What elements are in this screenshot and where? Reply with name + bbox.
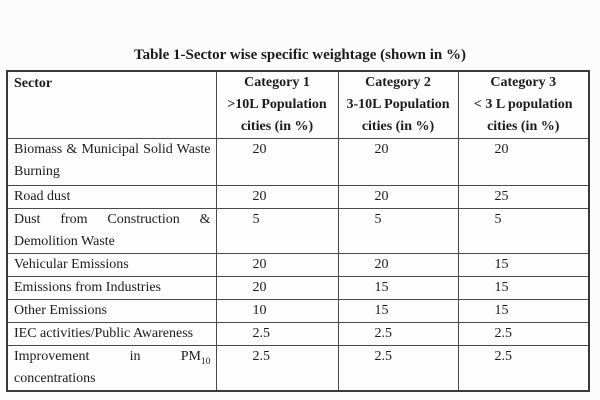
value-cat3: 2.5 <box>457 345 590 392</box>
header-category-3-line1: Category 3 <box>490 75 557 90</box>
value-cat2: 20 <box>337 253 459 277</box>
value-cat3: 15 <box>457 299 590 323</box>
header-category-1-line1: Category 1 <box>244 75 310 90</box>
value-cat1: 2.5 <box>215 322 339 346</box>
table-row: Improvement in PM10 concentrations 2.5 2… <box>6 345 590 392</box>
header-category-3-line2: < 3 L population <box>473 97 573 112</box>
sector-label-tail: concentrations <box>14 371 96 386</box>
value-cat3: 5 <box>457 208 590 254</box>
sector-label: Improvement in PM10 concentrations <box>6 345 217 392</box>
value-cat1: 20 <box>215 253 339 277</box>
value-cat1: 20 <box>215 138 339 186</box>
header-category-2-line3: cities (in %) <box>361 119 435 134</box>
sector-label: Biomass & Municipal Solid Waste Burning <box>6 138 217 186</box>
weightage-table: Sector Category 1 >10L Population cities… <box>6 70 590 392</box>
sector-label: Emissions from Industries <box>6 276 217 300</box>
value-cat3: 15 <box>457 253 590 277</box>
value-cat2: 20 <box>337 185 459 209</box>
value-cat3: 25 <box>457 185 590 209</box>
value-cat2: 20 <box>337 138 459 186</box>
value-cat2: 15 <box>337 299 459 323</box>
header-sector: Sector <box>6 70 217 139</box>
table-row: Dust from Construction & Demolition Wast… <box>6 208 590 254</box>
value-cat1: 20 <box>215 185 339 209</box>
value-cat1: 5 <box>215 208 339 254</box>
header-category-1: Category 1 >10L Population cities (in %) <box>215 70 339 139</box>
table-title: Table 1-Sector wise specific weightage (… <box>133 47 467 63</box>
value-cat2: 2.5 <box>337 345 459 392</box>
header-row: Sector Category 1 >10L Population cities… <box>6 70 590 139</box>
table-row: Vehicular Emissions 20 20 15 <box>6 253 590 277</box>
value-cat2: 2.5 <box>337 322 459 346</box>
value-cat2: 5 <box>337 208 459 254</box>
sector-label: Other Emissions <box>6 299 217 323</box>
value-cat3: 20 <box>457 138 590 186</box>
header-category-1-line3: cities (in %) <box>240 119 314 134</box>
value-cat1: 10 <box>215 299 339 323</box>
sector-label: Road dust <box>6 185 217 209</box>
sector-label: IEC activities/Public Awareness <box>6 322 217 346</box>
sector-label-main: Improvement in PM <box>14 349 201 364</box>
value-cat3: 15 <box>457 276 590 300</box>
table-row: Other Emissions 10 15 15 <box>6 299 590 323</box>
value-cat2: 15 <box>337 276 459 300</box>
header-category-3-line3: cities (in %) <box>487 119 560 134</box>
table-row: Road dust 20 20 25 <box>6 185 590 209</box>
sector-label: Dust from Construction & Demolition Wast… <box>6 208 217 254</box>
table-row: IEC activities/Public Awareness 2.5 2.5 … <box>6 322 590 346</box>
header-category-2-line2: 3-10L Population <box>346 97 450 112</box>
table-row: Emissions from Industries 20 15 15 <box>6 276 590 300</box>
value-cat1: 20 <box>215 276 339 300</box>
header-category-1-line2: >10L Population <box>227 97 327 112</box>
header-category-3: Category 3 < 3 L population cities (in %… <box>457 70 590 139</box>
header-category-2-line1: Category 2 <box>365 75 431 90</box>
header-category-2: Category 2 3-10L Population cities (in %… <box>337 70 459 139</box>
pm-subscript: 10 <box>200 356 211 367</box>
sector-label: Vehicular Emissions <box>6 253 217 277</box>
value-cat1: 2.5 <box>215 345 339 392</box>
table-row: Biomass & Municipal Solid Waste Burning … <box>6 138 590 186</box>
value-cat3: 2.5 <box>457 322 590 346</box>
